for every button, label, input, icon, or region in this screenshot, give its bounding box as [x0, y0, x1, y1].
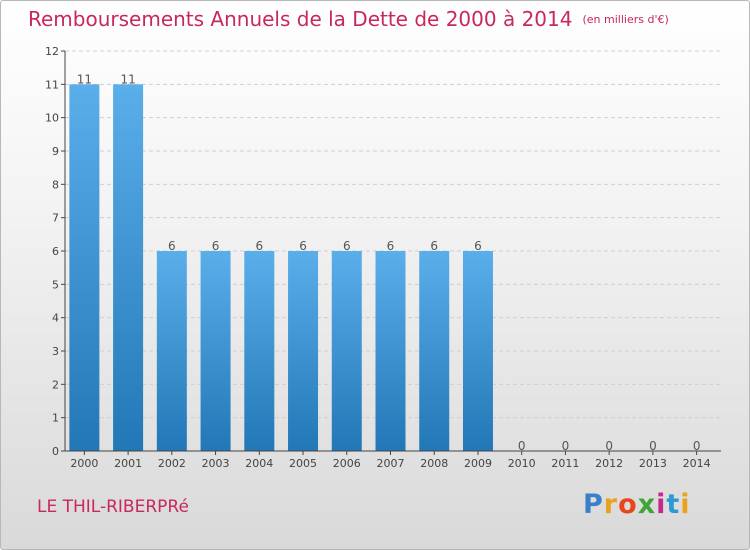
bar-2000 [69, 84, 100, 451]
data-label-2003: 6 [212, 239, 220, 253]
x-tick-label-2004: 2004 [245, 457, 273, 470]
data-label-2014: 0 [693, 439, 701, 453]
x-tick-label-2006: 2006 [333, 457, 361, 470]
chart-title: Remboursements Annuels de la Dette de 20… [28, 7, 669, 31]
data-label-2011: 0 [562, 439, 570, 453]
x-tick-label-2009: 2009 [464, 457, 492, 470]
bar-2008 [419, 251, 450, 451]
logo-letter: t [666, 489, 681, 520]
data-label-2005: 6 [299, 239, 307, 253]
y-tick-label: 12 [45, 45, 59, 58]
x-tick-label-2014: 2014 [683, 457, 711, 470]
y-tick-label: 1 [52, 412, 59, 425]
y-tick-label: 0 [52, 445, 59, 458]
x-tick-label-2007: 2007 [377, 457, 405, 470]
data-label-2001: 11 [120, 72, 135, 86]
bar-2003 [200, 251, 231, 451]
bar-2007 [375, 251, 406, 451]
data-label-2004: 6 [255, 239, 263, 253]
bar-2009 [462, 251, 493, 451]
y-tick-label: 11 [45, 78, 59, 91]
x-tick-label-2008: 2008 [420, 457, 448, 470]
data-label-2013: 0 [649, 439, 657, 453]
x-tick-label-2005: 2005 [289, 457, 317, 470]
logo-letter: i [656, 489, 667, 520]
x-tick-label-2013: 2013 [639, 457, 667, 470]
x-tick-label-2002: 2002 [158, 457, 186, 470]
y-tick-label: 8 [52, 178, 59, 191]
y-tick-label: 7 [52, 212, 59, 225]
y-tick-label: 3 [52, 345, 59, 358]
y-tick-label: 2 [52, 378, 59, 391]
bar-2006 [331, 251, 362, 451]
chart-title-text: Remboursements Annuels de la Dette de 20… [28, 7, 573, 31]
bar-2001 [113, 84, 144, 451]
data-label-2010: 0 [518, 439, 526, 453]
data-label-2006: 6 [343, 239, 351, 253]
y-tick-label: 6 [52, 245, 59, 258]
logo-letter: i [680, 489, 691, 520]
y-tick-label: 10 [45, 112, 59, 125]
logo-letter: r [603, 489, 619, 520]
x-tick-label-2010: 2010 [508, 457, 536, 470]
x-tick-label-2012: 2012 [595, 457, 623, 470]
x-tick-label-2011: 2011 [551, 457, 579, 470]
x-tick-label-2000: 2000 [70, 457, 98, 470]
chart-unit: (en milliers d'€) [582, 13, 669, 26]
y-tick-label: 9 [52, 145, 59, 158]
x-tick-label-2001: 2001 [114, 457, 142, 470]
data-label-2002: 6 [168, 239, 176, 253]
proxiti-logo: Proxiti [583, 489, 691, 520]
commune-name: LE THIL-RIBERPRé [37, 497, 189, 517]
data-label-2000: 11 [77, 72, 92, 86]
bar-2004 [244, 251, 275, 451]
logo-letter: o [618, 489, 638, 520]
data-label-2012: 0 [605, 439, 613, 453]
data-label-2008: 6 [430, 239, 438, 253]
y-tick-label: 5 [52, 278, 59, 291]
x-tick-label-2003: 2003 [202, 457, 230, 470]
bar-2002 [156, 251, 187, 451]
logo-letter: x [637, 489, 657, 520]
data-label-2009: 6 [474, 239, 482, 253]
y-tick-label: 4 [52, 312, 59, 325]
bar-2005 [288, 251, 319, 451]
data-label-2007: 6 [387, 239, 395, 253]
logo-letter: P [583, 489, 604, 520]
